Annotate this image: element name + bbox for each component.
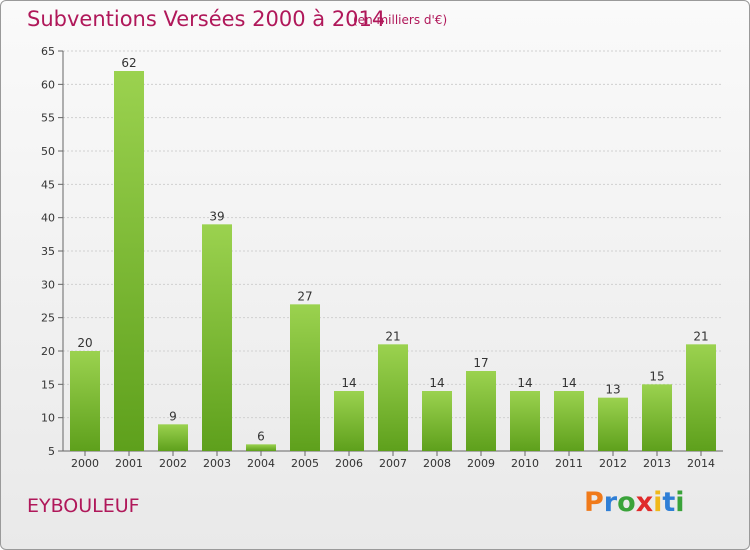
commune-name: EYBOULEUF xyxy=(27,495,140,517)
y-tick-label: 55 xyxy=(41,112,55,125)
logo-letter: x xyxy=(635,487,654,518)
bar xyxy=(334,391,364,451)
x-tick-label: 2006 xyxy=(335,457,363,470)
x-tick-label: 2002 xyxy=(159,457,187,470)
x-tick-label: 2005 xyxy=(291,457,319,470)
y-tick-label: 15 xyxy=(41,378,55,391)
data-label: 20 xyxy=(77,336,92,350)
y-tick-label: 30 xyxy=(41,278,55,291)
data-label: 39 xyxy=(209,209,224,223)
bar xyxy=(598,397,628,451)
data-label: 62 xyxy=(121,56,136,70)
data-label: 27 xyxy=(297,289,312,303)
logo-letter: t xyxy=(662,487,676,518)
bar xyxy=(510,391,540,451)
y-tick-label: 10 xyxy=(41,412,55,425)
data-label: 21 xyxy=(693,329,708,343)
x-tick-label: 2008 xyxy=(423,457,451,470)
bar xyxy=(642,384,672,451)
x-tick-label: 2011 xyxy=(555,457,583,470)
data-label: 14 xyxy=(561,376,576,390)
data-label: 14 xyxy=(341,376,356,390)
data-label: 15 xyxy=(649,369,664,383)
y-tick-label: 65 xyxy=(41,45,55,58)
x-tick-label: 2012 xyxy=(599,457,627,470)
logo-letter: i xyxy=(653,487,663,518)
logo-letter: o xyxy=(617,487,636,518)
logo-letter: P xyxy=(584,487,604,518)
bar xyxy=(114,71,144,451)
x-tick-label: 2007 xyxy=(379,457,407,470)
x-tick-label: 2014 xyxy=(687,457,715,470)
x-tick-label: 2004 xyxy=(247,457,275,470)
bar xyxy=(422,391,452,451)
y-tick-label: 5 xyxy=(48,445,55,458)
x-tick-label: 2013 xyxy=(643,457,671,470)
y-tick-label: 40 xyxy=(41,212,55,225)
logo-letter: i xyxy=(675,487,685,518)
logo-letter: r xyxy=(603,487,618,518)
data-label: 21 xyxy=(385,329,400,343)
y-tick-label: 35 xyxy=(41,245,55,258)
bar xyxy=(202,224,232,451)
data-label: 14 xyxy=(429,376,444,390)
x-tick-label: 2000 xyxy=(71,457,99,470)
bar xyxy=(246,444,276,451)
data-label: 14 xyxy=(517,376,532,390)
bar xyxy=(554,391,584,451)
y-tick-label: 20 xyxy=(41,345,55,358)
bar xyxy=(686,344,716,451)
x-tick-label: 2009 xyxy=(467,457,495,470)
proxiti-logo: Proxiti xyxy=(584,487,685,518)
data-label: 17 xyxy=(473,356,488,370)
data-label: 9 xyxy=(169,409,177,423)
data-label: 6 xyxy=(257,429,265,443)
y-tick-label: 50 xyxy=(41,145,55,158)
bar xyxy=(378,344,408,451)
chart-title: Subventions Versées 2000 à 2014 xyxy=(27,7,386,31)
x-tick-label: 2003 xyxy=(203,457,231,470)
x-tick-label: 2010 xyxy=(511,457,539,470)
bar xyxy=(290,304,320,451)
y-tick-label: 25 xyxy=(41,312,55,325)
bar xyxy=(158,424,188,451)
bar xyxy=(70,351,100,451)
y-tick-label: 60 xyxy=(41,78,55,91)
data-label: 13 xyxy=(605,383,620,397)
x-tick-label: 2001 xyxy=(115,457,143,470)
chart-unit: (en milliers d'€) xyxy=(353,13,448,27)
y-tick-label: 45 xyxy=(41,178,55,191)
bar xyxy=(466,371,496,451)
